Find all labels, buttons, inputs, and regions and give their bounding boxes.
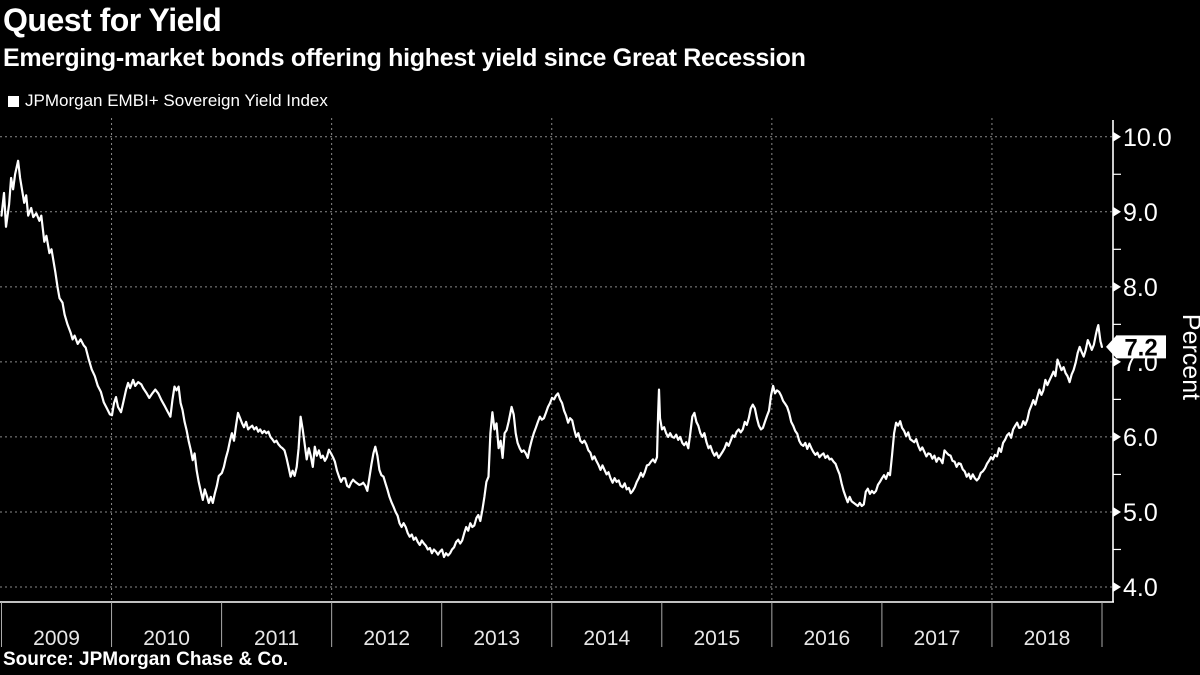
chart-subtitle: Emerging-market bonds offering highest y… — [3, 44, 806, 72]
y-axis-label: 9.0 — [1123, 199, 1158, 227]
x-axis-label: 2010 — [143, 627, 190, 650]
y-axis-tick — [1113, 131, 1121, 142]
y-axis-label: 10.0 — [1123, 124, 1172, 152]
x-axis-label: 2009 — [33, 627, 80, 650]
x-axis-label: 2012 — [363, 627, 410, 650]
x-axis-label: 2017 — [914, 627, 961, 650]
legend-swatch-icon — [8, 95, 19, 107]
y-axis-tick — [1113, 281, 1121, 292]
y-axis-tick — [1113, 206, 1121, 217]
x-axis-label: 2018 — [1024, 627, 1071, 650]
x-axis-label: 2013 — [473, 627, 520, 650]
y-axis-label: 4.0 — [1123, 574, 1158, 602]
y-axis-label: 5.0 — [1123, 499, 1158, 527]
y-axis-tick — [1113, 431, 1121, 442]
last-value-tag — [1116, 335, 1166, 359]
x-axis-label: 2015 — [693, 627, 740, 650]
x-axis-label: 2016 — [804, 627, 851, 650]
last-value-label: 7.2 — [1124, 334, 1157, 361]
last-value-tag-arrow-icon — [1106, 335, 1116, 358]
y-axis-title: Percent — [1177, 314, 1200, 400]
source-credit: Source: JPMorgan Chase & Co. — [3, 649, 289, 670]
x-axis-label: 2011 — [254, 627, 299, 650]
y-axis-label: 8.0 — [1123, 274, 1158, 302]
y-axis-tick — [1113, 506, 1121, 517]
x-axis-label: 2014 — [583, 627, 630, 650]
legend-label: JPMorgan EMBI+ Sovereign Yield Index — [25, 91, 328, 110]
y-axis-tick — [1113, 356, 1121, 367]
legend: JPMorgan EMBI+ Sovereign Yield Index — [8, 91, 328, 111]
series-line — [0, 159, 1104, 559]
y-axis-tick — [1113, 581, 1121, 592]
page-title: Quest for Yield — [3, 2, 222, 38]
y-axis-label: 6.0 — [1123, 424, 1158, 452]
